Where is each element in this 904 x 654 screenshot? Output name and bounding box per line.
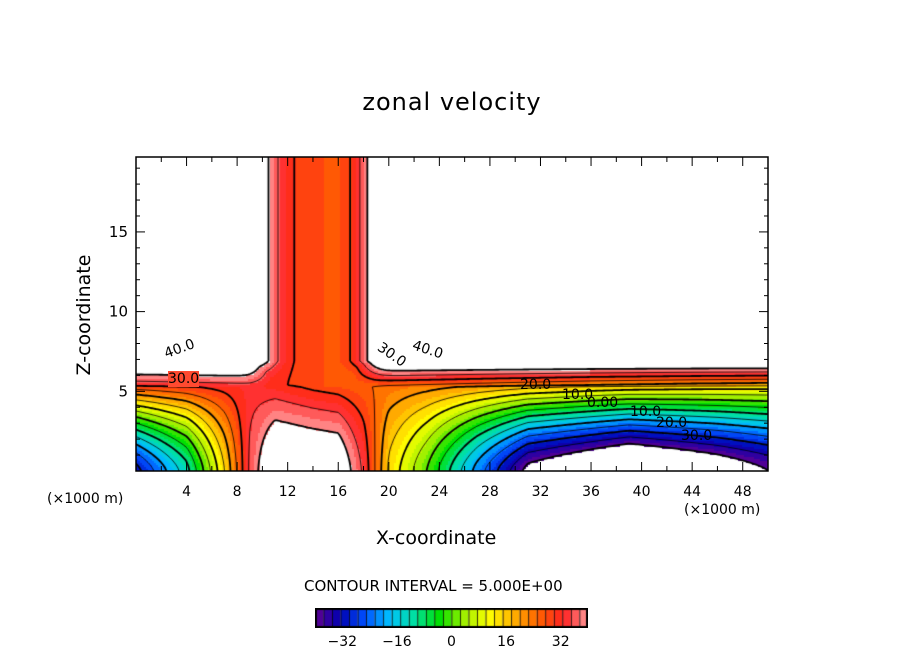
x-unit-left: (×1000 m) bbox=[47, 491, 124, 507]
contour-label: 20.0 bbox=[520, 377, 552, 393]
contour-label: 30.0 bbox=[681, 428, 713, 444]
y-tick-label: 10 bbox=[109, 303, 128, 321]
contour-label: 30.0 bbox=[168, 371, 200, 387]
x-tick-label: 20 bbox=[380, 484, 398, 500]
contour-label: 10.0 bbox=[630, 404, 662, 420]
colorbar-tick-label: 32 bbox=[552, 634, 570, 650]
x-tick-label: 40 bbox=[633, 484, 651, 500]
y-tick-label: 5 bbox=[118, 382, 128, 400]
y-tick-label: 15 bbox=[109, 223, 128, 241]
x-tick-label: 48 bbox=[734, 484, 752, 500]
x-tick-label: 24 bbox=[430, 484, 448, 500]
plot-frame bbox=[135, 156, 769, 472]
x-tick-label: 32 bbox=[532, 484, 550, 500]
x-tick-label: 8 bbox=[233, 484, 242, 500]
x-tick-label: 4 bbox=[182, 484, 191, 500]
colorbar-tick-label: 0 bbox=[447, 634, 456, 650]
contour-field bbox=[136, 157, 768, 471]
chart-title: zonal velocity bbox=[362, 88, 542, 116]
x-tick-label: 44 bbox=[683, 484, 701, 500]
x-tick-label: 12 bbox=[279, 484, 297, 500]
x-tick-label: 28 bbox=[481, 484, 499, 500]
contour-label: 20.0 bbox=[656, 415, 688, 431]
colorbar-tick-label: 16 bbox=[497, 634, 515, 650]
contour-label: 0.00 bbox=[587, 395, 619, 411]
colorbar-tick-label: −32 bbox=[328, 634, 358, 650]
x-tick-label: 36 bbox=[582, 484, 600, 500]
y-axis-label: Z-coordinate bbox=[73, 254, 95, 376]
colorbar bbox=[315, 608, 588, 628]
contour-label: 10.0 bbox=[562, 387, 594, 403]
contour-interval-text: CONTOUR INTERVAL = 5.000E+00 bbox=[304, 577, 563, 595]
x-unit-right: (×1000 m) bbox=[684, 502, 761, 518]
x-axis-label: X-coordinate bbox=[376, 527, 497, 549]
colorbar-tick-label: −16 bbox=[382, 634, 412, 650]
x-tick-label: 16 bbox=[329, 484, 347, 500]
